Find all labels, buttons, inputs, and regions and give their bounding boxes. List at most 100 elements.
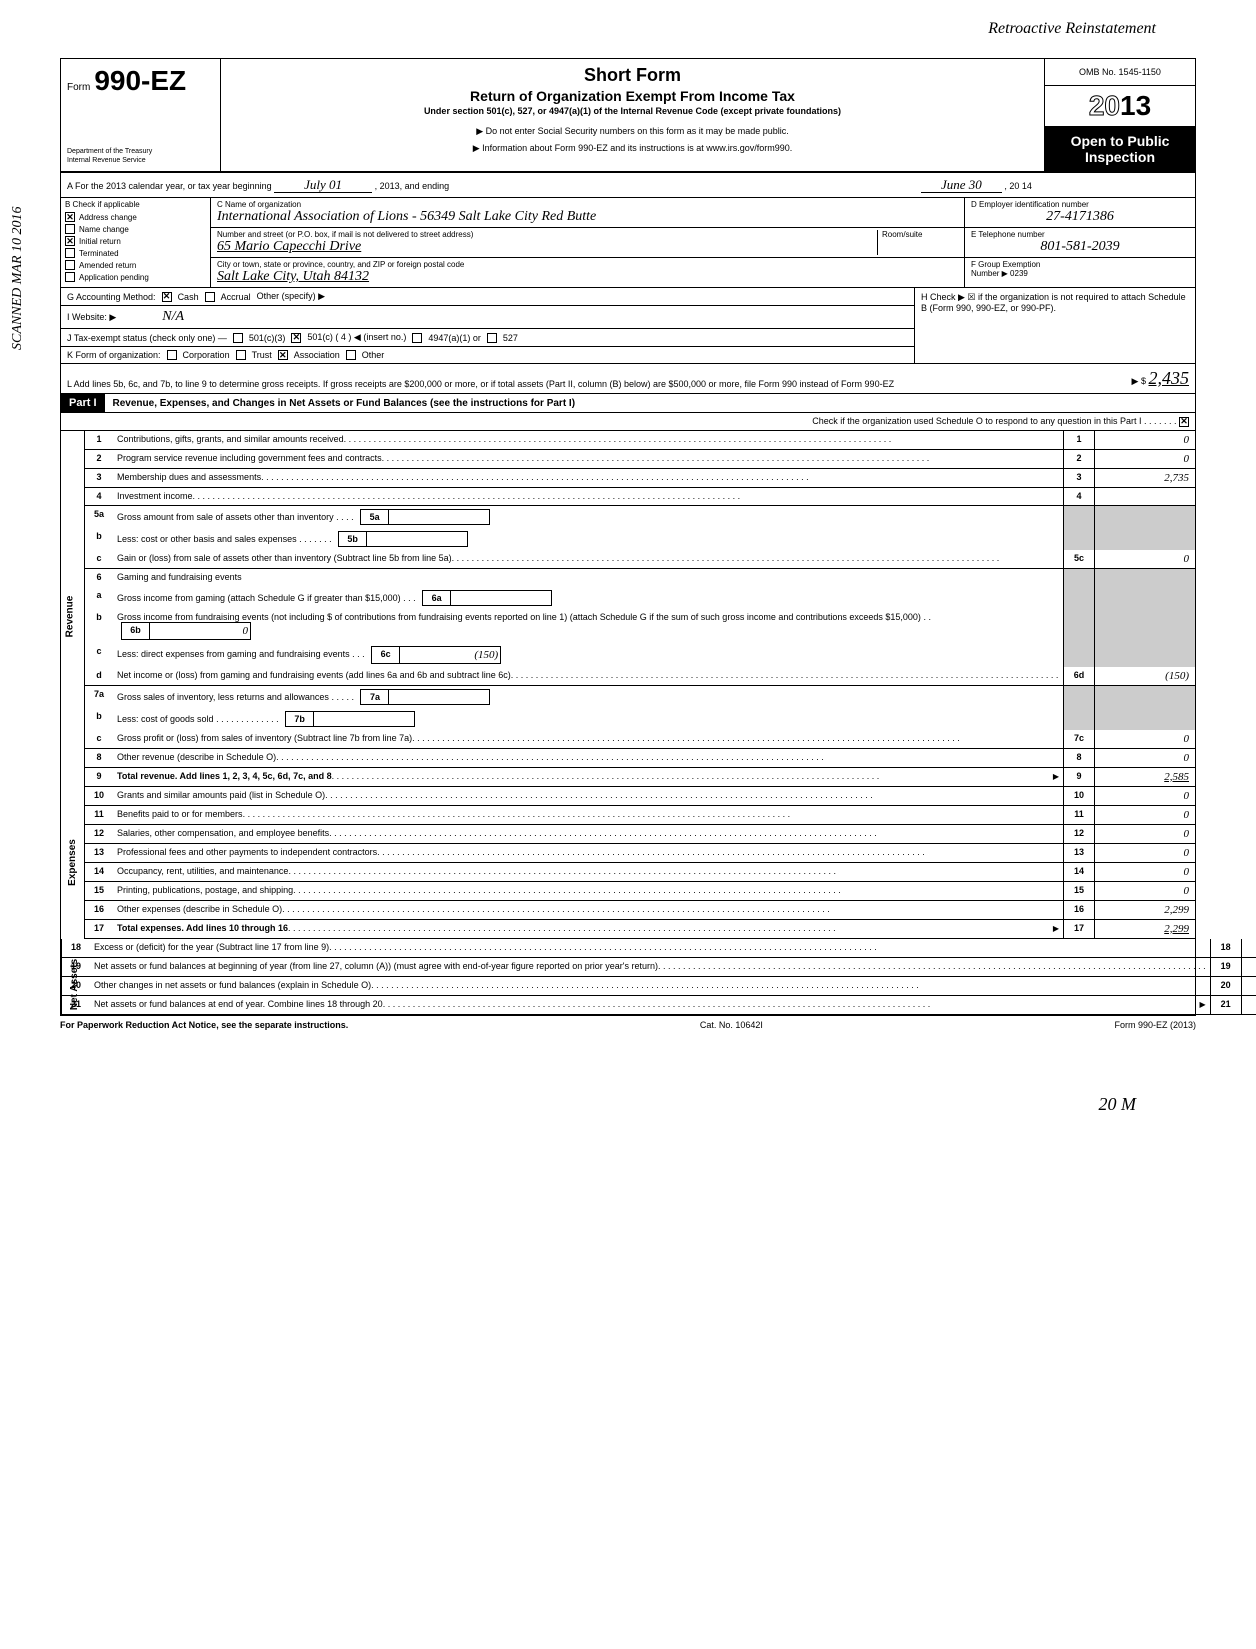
header-note: Retroactive Reinstatement: [60, 20, 1196, 38]
line-6a-rn: [1063, 587, 1095, 609]
line-13-num: 13: [85, 844, 113, 862]
end-date: June 30: [921, 177, 1002, 193]
schedule-o-text: Check if the organization used Schedule …: [812, 416, 1141, 426]
lbl-corp: Corporation: [183, 350, 230, 360]
sub-7a-val: [389, 690, 489, 704]
line-5c-num: c: [85, 550, 113, 568]
line-3: 3 Membership dues and assessments 3 2,73…: [85, 469, 1195, 488]
line-4-desc: Investment income: [117, 491, 193, 502]
line-7b-rv: [1095, 708, 1195, 730]
revenue-label: Revenue: [61, 431, 85, 787]
cb-initial[interactable]: ✕: [65, 236, 75, 246]
line-5c: c Gain or (loss) from sale of assets oth…: [85, 550, 1195, 569]
sub-6c-val: (150): [400, 647, 500, 663]
l-arrow: ▶ $: [1132, 376, 1146, 386]
line-14-desc: Occupancy, rent, utilities, and maintena…: [117, 866, 288, 878]
line-14-val: 0: [1095, 863, 1195, 881]
lbl-name: Name change: [79, 225, 129, 234]
line-6d-num: d: [85, 667, 113, 685]
line-3-rn: 3: [1063, 469, 1095, 487]
part1-label: Part I: [61, 394, 105, 412]
line-7a-num: 7a: [85, 686, 113, 708]
line-18-num: 18: [62, 939, 90, 957]
cb-4947[interactable]: [412, 333, 422, 343]
sub-7b-num: 7b: [286, 712, 314, 726]
line-1: 1 Contributions, gifts, grants, and simi…: [85, 431, 1195, 450]
l-text: L Add lines 5b, 6c, and 7b, to line 9 to…: [67, 379, 1112, 389]
lbl-other-k: Other: [362, 350, 385, 360]
cb-pend[interactable]: [65, 272, 75, 282]
lbl-assoc: Association: [294, 350, 340, 360]
line-5b-desc: Less: cost or other basis and sales expe…: [117, 534, 297, 544]
row-a: A For the 2013 calendar year, or tax yea…: [61, 173, 1195, 198]
cb-cash[interactable]: ✕: [162, 292, 172, 302]
lbl-4947: 4947(a)(1) or: [428, 333, 481, 343]
tel-label: E Telephone number: [971, 230, 1189, 239]
line-9-num: 9: [85, 768, 113, 786]
i-label: I Website: ▶: [67, 312, 116, 323]
sub-5a-num: 5a: [361, 510, 389, 524]
cb-trust[interactable]: [236, 350, 246, 360]
line-6c-rv: [1095, 643, 1195, 667]
cb-501c3[interactable]: [233, 333, 243, 343]
section-l: L Add lines 5b, 6c, and 7b, to line 9 to…: [61, 364, 1195, 394]
group-label: F Group Exemption: [971, 260, 1189, 269]
lbl-addr: Address change: [79, 213, 137, 222]
lbl-501c: 501(c) ( 4 ) ◀ (insert no.): [307, 332, 406, 343]
line-2-val: 0: [1095, 450, 1195, 468]
cb-schedule-o[interactable]: ✕: [1179, 417, 1189, 427]
line-11-num: 11: [85, 806, 113, 824]
line-6c-desc: Less: direct expenses from gaming and fu…: [117, 649, 350, 659]
lbl-other-g: Other (specify) ▶: [257, 291, 325, 302]
city-label: City or town, state or province, country…: [217, 260, 958, 269]
lbl-term: Terminated: [79, 249, 119, 258]
line-17-rn: 17: [1063, 920, 1095, 938]
form-number: 990-EZ: [94, 65, 186, 97]
line-16-val: 2,299: [1095, 901, 1195, 919]
cb-accrual[interactable]: [205, 292, 215, 302]
line-5a-rv: [1095, 506, 1195, 528]
dept-text: Department of the Treasury Internal Reve…: [67, 148, 214, 165]
cb-term[interactable]: [65, 248, 75, 258]
cb-527[interactable]: [487, 333, 497, 343]
line-1-desc: Contributions, gifts, grants, and simila…: [117, 434, 344, 446]
cb-name[interactable]: [65, 224, 75, 234]
tax-year: 2013: [1045, 86, 1195, 127]
line-6d-val: (150): [1095, 667, 1195, 685]
org-name: International Association of Lions - 563…: [217, 209, 958, 225]
line-14: 14 Occupancy, rent, utilities, and maint…: [85, 863, 1195, 882]
sub-7a-num: 7a: [361, 690, 389, 704]
line-1-val: 0: [1095, 431, 1195, 449]
cb-addr[interactable]: ✕: [65, 212, 75, 222]
line-6b: b Gross income from fundraising events (…: [85, 609, 1195, 643]
line-19-val: 6,042: [1242, 958, 1256, 976]
line-7c-rn: 7c: [1063, 730, 1095, 748]
line-1-num: 1: [85, 431, 113, 449]
cb-assoc[interactable]: ✕: [278, 350, 288, 360]
inspection: Inspection: [1051, 149, 1189, 165]
lbl-cash: Cash: [178, 292, 199, 302]
line-13-desc: Professional fees and other payments to …: [117, 847, 377, 859]
line-15-num: 15: [85, 882, 113, 900]
line-13-rn: 13: [1063, 844, 1095, 862]
line-14-num: 14: [85, 863, 113, 881]
g-label: G Accounting Method:: [67, 292, 156, 302]
lbl-amend: Amended return: [79, 261, 136, 270]
line-7a-desc: Gross sales of inventory, less returns a…: [117, 692, 329, 702]
line-21-desc: Net assets or fund balances at end of ye…: [94, 999, 383, 1011]
line-15-desc: Printing, publications, postage, and shi…: [117, 885, 293, 897]
row-a-mid: , 2013, and ending: [375, 181, 450, 191]
line-2-num: 2: [85, 450, 113, 468]
cb-other-k[interactable]: [346, 350, 356, 360]
line-16-num: 16: [85, 901, 113, 919]
cb-amend[interactable]: [65, 260, 75, 270]
main-title: Short Form: [227, 65, 1038, 86]
cb-corp[interactable]: [167, 350, 177, 360]
col-b: B Check if applicable ✕Address change Na…: [61, 198, 211, 287]
line-10-rn: 10: [1063, 787, 1095, 805]
footer: For Paperwork Reduction Act Notice, see …: [60, 1016, 1196, 1034]
line-21-rn: 21: [1210, 996, 1242, 1014]
omb-number: OMB No. 1545-1150: [1045, 59, 1195, 86]
line-12: 12 Salaries, other compensation, and emp…: [85, 825, 1195, 844]
cb-501c[interactable]: ✕: [291, 333, 301, 343]
